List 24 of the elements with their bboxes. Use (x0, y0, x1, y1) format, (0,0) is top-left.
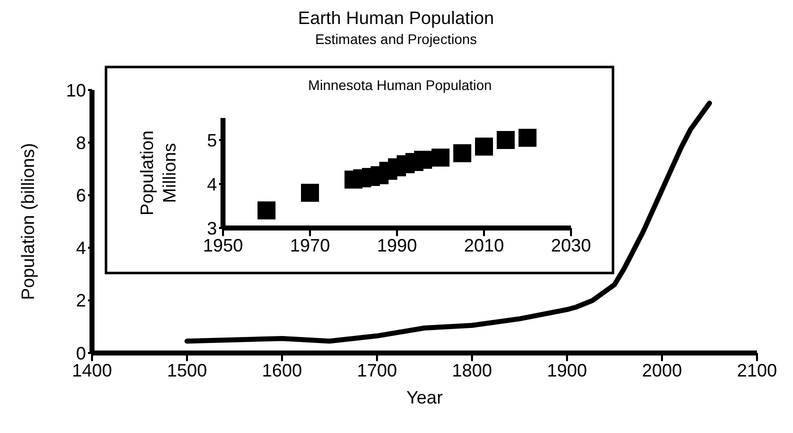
x-tick-label: 1900 (546, 360, 588, 380)
x-tick-label: 1800 (452, 360, 492, 380)
chart-title: Minnesota Human Population (308, 77, 492, 93)
y-tick-label: 8 (76, 132, 86, 153)
chart-title: Earth Human Population (298, 8, 494, 28)
chart-subtitle: Estimates and Projections (315, 31, 477, 47)
x-tick-label: 1700 (356, 360, 398, 380)
x-tick-label: 2010 (464, 235, 504, 256)
y-tick-label: 10 (66, 80, 86, 100)
x-tick-label: 1500 (166, 360, 208, 380)
y-tick-label: 4 (206, 174, 217, 194)
x-tick-label: 2100 (736, 360, 778, 380)
y-axis-title: Population (billions) (18, 142, 38, 300)
y-tick-label: 5 (206, 130, 217, 150)
x-tick-label: 2000 (642, 360, 682, 380)
y-tick-label: 6 (76, 186, 86, 206)
y-axis-title: Population Millions (137, 130, 180, 216)
y-tick-label: 2 (76, 290, 86, 311)
x-axis-title: Year (406, 387, 443, 408)
x-tick-label: 1600 (262, 360, 302, 380)
x-tick-label: 1970 (290, 235, 330, 256)
x-tick-label: 1990 (376, 235, 418, 256)
y-tick-label: 4 (76, 238, 86, 258)
x-tick-label: 2030 (550, 235, 592, 256)
